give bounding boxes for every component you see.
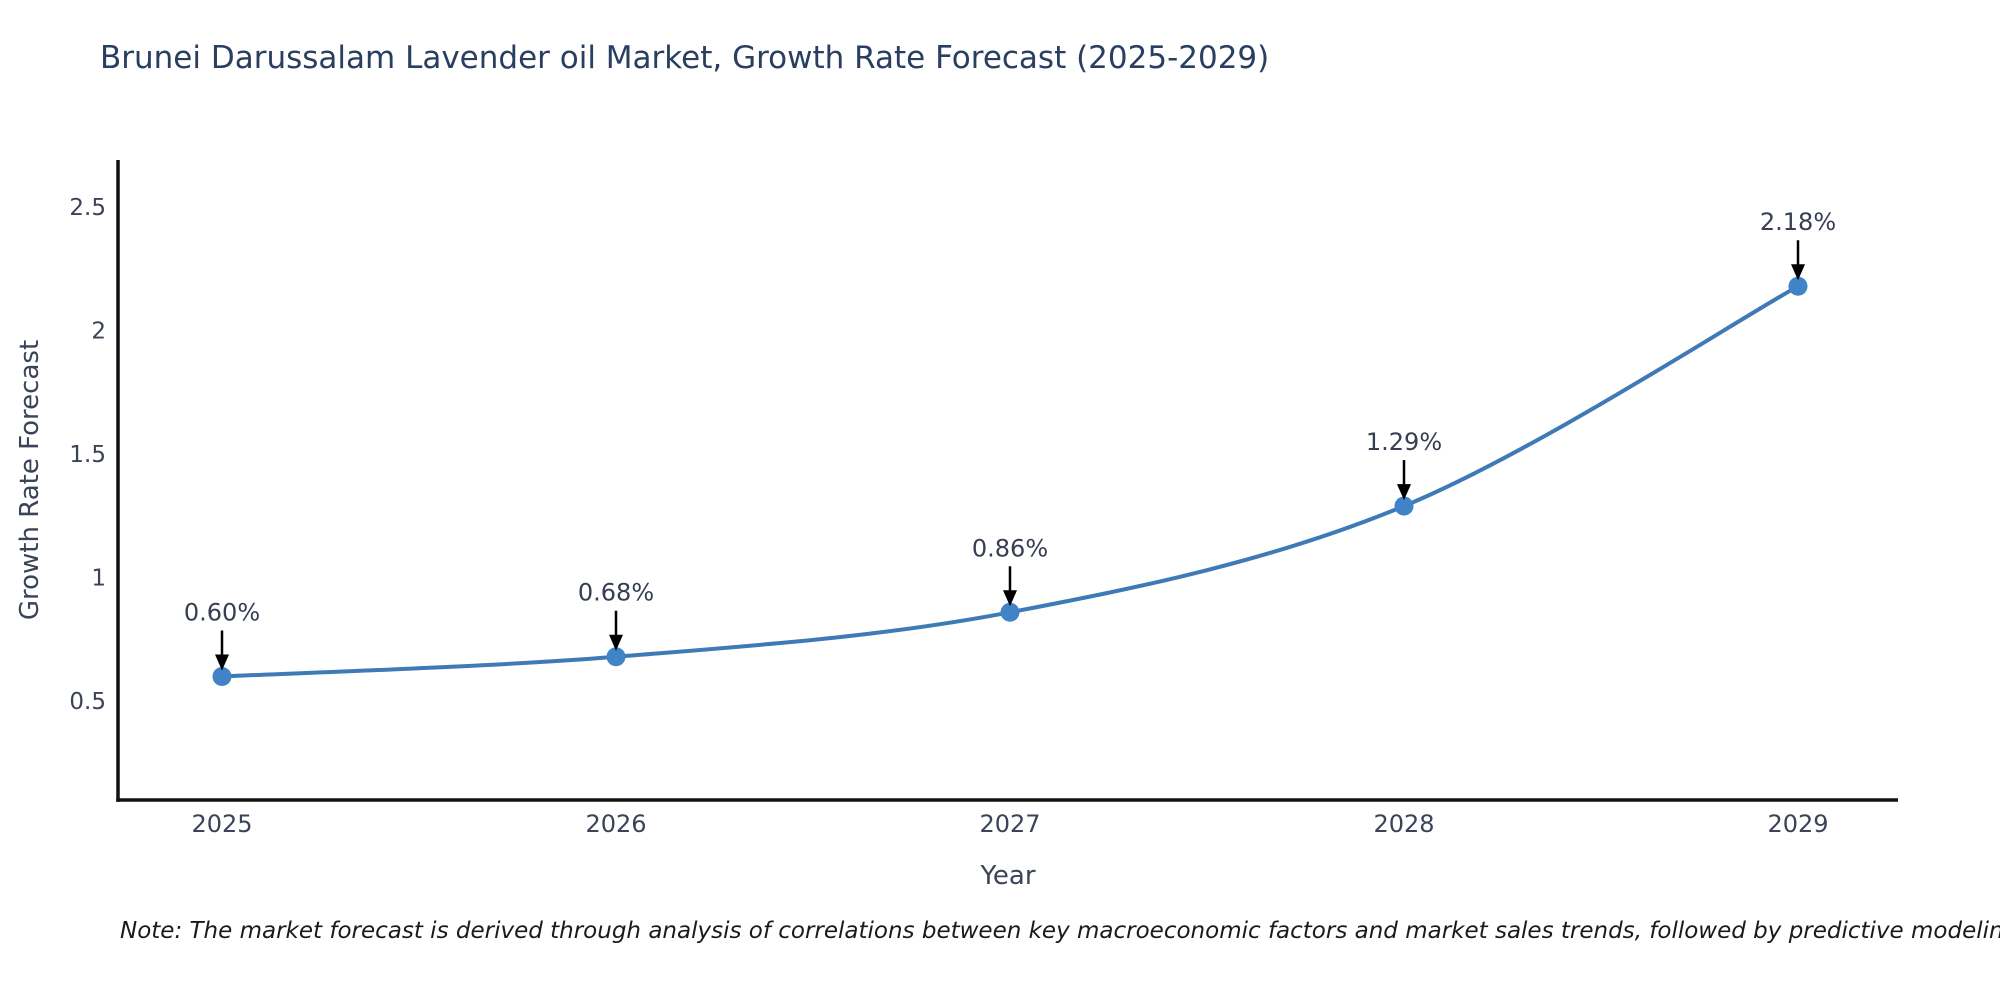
forecast-line <box>221 284 1799 679</box>
x-tick-label: 2026 <box>585 810 646 838</box>
x-tick-label: 2028 <box>1373 810 1434 838</box>
y-tick-label: 0.5 <box>69 689 106 715</box>
data-point <box>606 647 626 667</box>
data-point <box>1394 496 1414 516</box>
data-point <box>1000 602 1020 622</box>
footnote: Note: The market forecast is derived thr… <box>120 918 2000 944</box>
point-annotation-label: 0.60% <box>184 599 260 627</box>
point-annotation-label: 1.29% <box>1366 428 1442 456</box>
x-tick-label: 2025 <box>191 810 252 838</box>
y-tick-label: 2 <box>91 319 106 345</box>
x-tick-label: 2029 <box>1767 810 1828 838</box>
annotation-arrow-head <box>1397 484 1411 501</box>
x-axis-title: Year <box>980 861 1036 891</box>
point-annotation-label: 0.68% <box>578 579 654 607</box>
point-annotation-label: 0.86% <box>972 534 1048 562</box>
data-point <box>212 667 232 686</box>
annotation-arrow-head <box>1791 264 1805 281</box>
y-axis-title: Growth Rate Forecast <box>15 339 45 621</box>
annotation-arrow-head <box>1003 590 1017 607</box>
data-point <box>1788 276 1808 296</box>
annotation-arrow-head <box>215 654 229 671</box>
point-annotation-label: 2.18% <box>1760 208 1836 236</box>
y-tick-label: 1.5 <box>69 442 106 468</box>
y-tick-label: 2.5 <box>69 195 106 221</box>
x-tick-label: 2027 <box>979 810 1040 838</box>
annotation-arrow-head <box>609 634 623 651</box>
y-tick-label: 1 <box>91 566 106 592</box>
chart-title: Brunei Darussalam Lavender oil Market, G… <box>100 40 1270 76</box>
